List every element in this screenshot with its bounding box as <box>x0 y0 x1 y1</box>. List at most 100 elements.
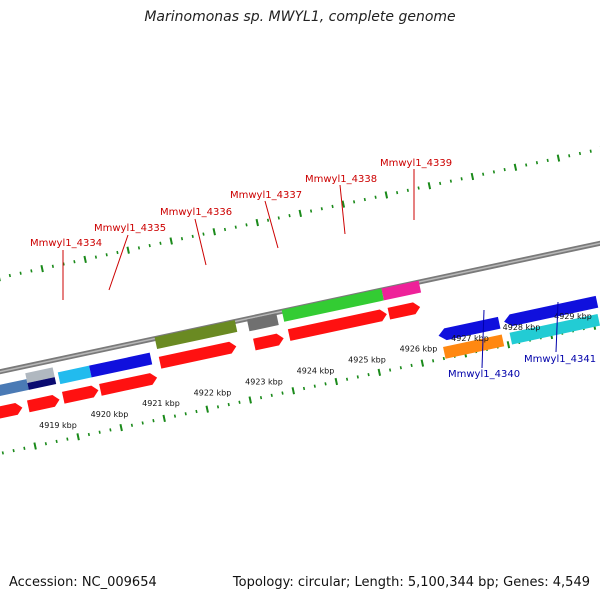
tick-mark <box>205 405 209 413</box>
tick-mark <box>152 419 155 423</box>
tick-mark <box>482 172 485 176</box>
tick-mark <box>195 409 198 414</box>
feature-blue-4335 <box>89 352 153 378</box>
tick-mark <box>87 432 91 437</box>
gene-label-4339: Mmwyl1_4339 <box>380 158 452 169</box>
tick-mark <box>345 377 349 381</box>
gene-label-4334: Mmwyl1_4334 <box>30 238 102 249</box>
tick-mark <box>126 246 130 254</box>
tick-mark <box>568 154 571 158</box>
cds-arrow-4338 <box>287 309 387 341</box>
tick-mark <box>356 375 359 379</box>
tick-mark <box>309 209 313 213</box>
tick-mark <box>19 271 22 275</box>
tick-mark <box>76 433 80 441</box>
gene-label-4338: Mmwyl1_4338 <box>305 174 377 185</box>
tick-mark <box>589 149 592 153</box>
tick-mark <box>130 423 134 427</box>
kbp-label: 4922 kbp <box>194 388 232 397</box>
feature-blue-4340 <box>438 316 501 341</box>
cds-arrow-4334a <box>26 395 60 413</box>
cds-arrow-4336 <box>158 341 237 369</box>
kbp-label: 4925 kbp <box>348 356 386 365</box>
tick-mark <box>341 200 346 208</box>
tick-mark <box>302 386 306 391</box>
tick-mark <box>148 243 151 248</box>
tick-mark <box>506 341 511 349</box>
tick-mark <box>23 446 26 450</box>
tick-mark <box>363 197 366 202</box>
feature-lightblue <box>57 365 92 385</box>
tick-mark <box>331 204 334 209</box>
tick-mark <box>277 216 280 220</box>
cds-arrow-4334 <box>61 385 99 404</box>
genome-summary: Topology: circular; Length: 5,100,344 bp… <box>232 575 590 590</box>
tick-mark <box>384 191 389 199</box>
tick-mark <box>191 234 194 239</box>
tick-mark <box>449 179 452 183</box>
feature-magenta-4339 <box>381 280 422 301</box>
tick-mark <box>270 393 273 397</box>
tick-mark <box>202 232 205 236</box>
tick-mark <box>44 442 47 446</box>
tick-mark <box>184 412 187 416</box>
tick-mark <box>399 366 402 370</box>
tick-mark <box>119 423 123 432</box>
leader-lines <box>62 169 559 369</box>
tick-mark <box>367 372 370 377</box>
tick-mark <box>216 405 220 409</box>
kbp-label: 4923 kbp <box>245 377 283 386</box>
tick-mark <box>525 163 528 167</box>
feature-steelblue <box>0 379 29 400</box>
tick-mark <box>33 442 37 450</box>
tick-mark <box>223 227 227 232</box>
tick-mark <box>388 368 392 372</box>
feature-navy <box>27 377 57 390</box>
tick-mark <box>578 151 582 156</box>
tick-mark <box>324 382 327 386</box>
tick-mark <box>55 439 58 444</box>
kbp-label: 4926 kbp <box>400 345 438 354</box>
tick-mark <box>141 421 144 425</box>
tick-mark <box>180 237 184 241</box>
tick-mark <box>420 359 425 367</box>
tick-mark <box>116 250 119 255</box>
tick-mark <box>556 154 561 162</box>
gene-label-4337: Mmwyl1_4337 <box>230 190 302 201</box>
feature-orange-4340 <box>443 334 505 359</box>
tick-mark <box>169 237 173 245</box>
tick-mark <box>442 356 445 361</box>
tick-mark <box>546 158 549 163</box>
tick-mark <box>266 218 270 222</box>
cds-arrow-4337 <box>253 333 284 351</box>
tick-mark <box>12 448 15 453</box>
accession-text: Accession: NC_009654 <box>9 575 157 590</box>
gene-label-4335: Mmwyl1_4335 <box>94 223 166 234</box>
tick-mark <box>313 384 316 388</box>
tick-mark <box>406 188 409 192</box>
gene-label-4341: Mmwyl1_4341 <box>524 354 596 365</box>
tick-mark <box>377 368 382 376</box>
tick-mark <box>159 241 162 245</box>
tick-mark <box>334 377 339 386</box>
kbp-label: 4920 kbp <box>91 410 129 419</box>
reverse-gene-labels: Mmwyl1_4340 Mmwyl1_4341 <box>448 354 596 380</box>
tick-mark <box>288 214 291 218</box>
tick-mark <box>227 402 230 407</box>
tick-mark <box>73 260 76 264</box>
kbp-labels: 4919 kbp 4920 kbp 4921 kbp 4922 kbp 4923 kbp… <box>39 312 592 430</box>
tick-mark <box>248 396 252 404</box>
tick-mark <box>503 167 506 172</box>
feature-olive-4336 <box>154 320 238 350</box>
tick-mark <box>291 387 295 395</box>
tick-mark <box>470 172 475 181</box>
tick-mark <box>417 186 420 190</box>
tick-mark <box>513 163 518 171</box>
feature-blue-4341 <box>504 295 599 327</box>
tick-mark <box>66 437 69 441</box>
gene-label-4340: Mmwyl1_4340 <box>448 369 520 380</box>
map-title: Marinomonas sp. MWYL1, complete genome <box>144 9 456 25</box>
tick-mark <box>298 209 303 217</box>
tick-mark <box>352 200 356 204</box>
tick-mark <box>374 195 377 199</box>
